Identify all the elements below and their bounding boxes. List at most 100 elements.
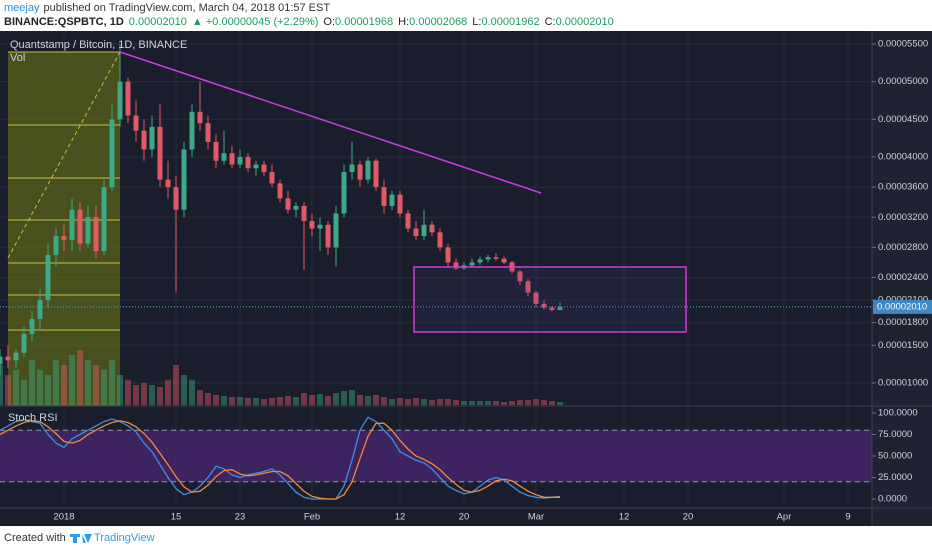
volume-bar xyxy=(141,383,147,405)
x-tick-label: 12 xyxy=(395,512,406,523)
candle-body xyxy=(53,236,59,255)
candle-body xyxy=(421,224,427,237)
volume-bar xyxy=(405,399,411,405)
y-tick-label: 25.0000 xyxy=(878,472,912,483)
candle-body xyxy=(5,356,11,361)
volume-label: Vol xyxy=(10,52,25,64)
candle-body xyxy=(245,156,251,169)
change: ▲ +0.00000045 (+2.29%) xyxy=(192,16,318,28)
y-tick-label: 0.00002800 xyxy=(878,242,928,253)
candle-body xyxy=(229,153,235,165)
candle-body xyxy=(437,232,443,248)
volume-bar xyxy=(93,365,99,405)
stoch-line xyxy=(0,420,560,500)
volume-bar xyxy=(301,393,307,405)
candle-body xyxy=(373,160,379,188)
y-tick-label: 0.00004000 xyxy=(878,152,928,163)
last: 0.00002010 xyxy=(129,16,187,28)
volume-bar xyxy=(53,360,59,405)
candle-body xyxy=(205,123,211,142)
volume-bar xyxy=(429,400,435,405)
candle-body xyxy=(333,213,339,248)
ohlc-label: O: xyxy=(323,16,335,28)
volume-bar xyxy=(165,380,171,405)
candle-body xyxy=(389,194,395,206)
candle-body xyxy=(453,262,459,269)
candle-body xyxy=(213,141,219,161)
volume-bar xyxy=(333,393,339,405)
candle-body xyxy=(485,257,491,260)
volume-bar xyxy=(173,365,179,405)
volume-bar xyxy=(445,399,451,405)
candle-body xyxy=(309,221,315,229)
volume-bar xyxy=(309,395,315,405)
volume-bar xyxy=(61,365,67,405)
last-price-label: 0.00002010 xyxy=(877,301,927,312)
candle-body xyxy=(365,160,371,180)
volume-bar xyxy=(125,380,131,405)
volume-bar xyxy=(37,370,43,405)
y-tick-label: 0.00001800 xyxy=(878,317,928,328)
candle-body xyxy=(429,224,435,233)
candle-body xyxy=(29,318,35,334)
ohlc-label: H: xyxy=(398,16,409,28)
x-tick-label: Mar xyxy=(528,512,544,523)
ohlc-label: L: xyxy=(472,16,481,28)
candle-body xyxy=(341,172,347,214)
candle-body xyxy=(301,205,307,222)
volume-bar xyxy=(341,391,347,405)
candle-body xyxy=(533,292,539,304)
candle-body xyxy=(253,164,259,169)
candle-body xyxy=(181,149,187,210)
volume-bar xyxy=(117,375,123,405)
stoch-line xyxy=(0,416,561,500)
author[interactable]: meejay xyxy=(4,2,40,14)
volume-bar xyxy=(549,401,555,405)
volume-bar xyxy=(421,399,427,405)
candle-body xyxy=(501,258,507,263)
x-tick-label: 15 xyxy=(171,512,182,523)
volume-bar xyxy=(213,395,219,405)
y-tick-label: 100.0000 xyxy=(878,408,918,419)
candle-body xyxy=(293,205,299,210)
volume-bar xyxy=(109,360,115,405)
candle-body xyxy=(37,300,43,319)
volume-bar xyxy=(157,387,163,405)
candle-body xyxy=(445,247,451,263)
y-tick-label: 0.00003600 xyxy=(878,182,928,193)
candle-body xyxy=(325,224,331,248)
volume-bar xyxy=(389,399,395,405)
header-line-2: BINANCE:QSPBTC, 1D 0.00002010 ▲ +0.0000004… xyxy=(4,16,614,28)
volume-bar xyxy=(0,365,3,405)
volume-bar xyxy=(261,399,267,405)
y-tick-label: 0.00003200 xyxy=(878,212,928,223)
volume-bar xyxy=(293,397,299,405)
volume-bar xyxy=(541,400,547,405)
x-tick-label: Apr xyxy=(777,512,792,523)
y-tick-label: 0.00002400 xyxy=(878,272,928,283)
volume-bar xyxy=(437,399,443,405)
volume-bar xyxy=(453,400,459,405)
candle-body xyxy=(349,164,355,173)
candle-body xyxy=(525,281,531,293)
published: published on TradingView.com, March 04, … xyxy=(43,2,330,14)
volume-bar xyxy=(13,370,19,405)
brand-logo[interactable] xyxy=(70,534,92,543)
volume-bar xyxy=(229,397,235,405)
candle-body xyxy=(21,333,27,353)
footer-brand[interactable]: TradingView xyxy=(94,532,155,544)
header-line-1: meejay published on TradingView.com, Marc… xyxy=(4,2,330,14)
volume-bar xyxy=(133,385,139,405)
volume-bar xyxy=(221,396,227,405)
footer xyxy=(0,526,932,550)
volume-bar xyxy=(509,401,515,405)
last-price-box xyxy=(873,299,932,314)
candle-body xyxy=(317,224,323,229)
volume-bar xyxy=(493,401,499,405)
x-tick-label: 9 xyxy=(845,512,850,523)
volume-bar xyxy=(77,350,83,405)
candle-body xyxy=(397,194,403,214)
volume-bar xyxy=(237,397,243,405)
volume-bar xyxy=(557,402,563,405)
y-tick-label: 50.0000 xyxy=(878,451,912,462)
